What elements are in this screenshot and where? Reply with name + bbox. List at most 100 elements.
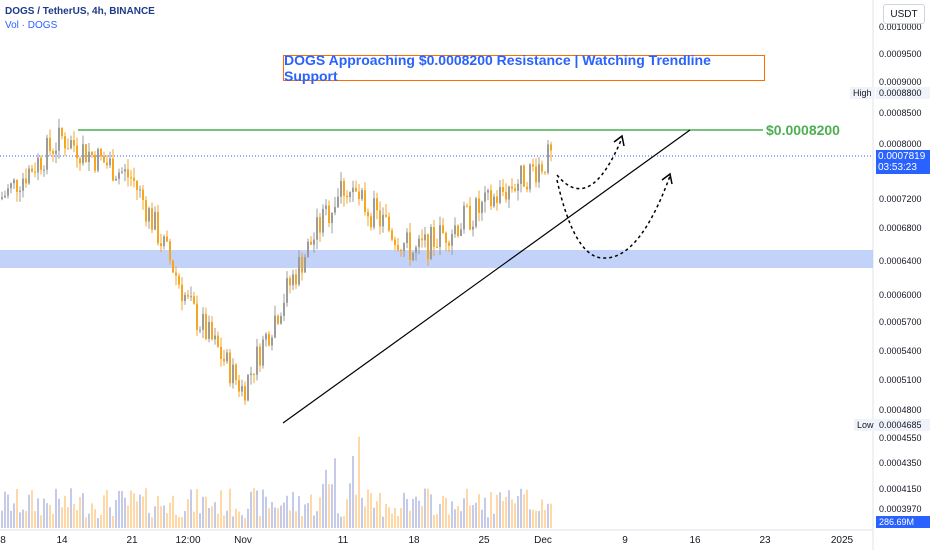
volume-bar <box>271 502 273 528</box>
volume-bar <box>529 509 531 528</box>
candle-body <box>115 178 117 181</box>
time-tick-label: 14 <box>56 535 68 546</box>
time-tick-label: Dec <box>534 535 552 546</box>
volume-bar <box>310 494 312 528</box>
candle-body <box>43 169 45 171</box>
volume-bar <box>400 508 402 528</box>
volume-bar <box>430 494 432 528</box>
candle-body <box>73 140 75 146</box>
candle-body <box>460 229 462 237</box>
high-value: 0.0008800 <box>876 87 930 99</box>
volume-bar <box>463 498 465 528</box>
candle-body <box>337 196 339 208</box>
volume-bar <box>277 508 279 528</box>
volume-bar <box>460 511 462 528</box>
candle-body <box>520 165 522 184</box>
candle-body <box>175 272 177 276</box>
candle-body <box>406 232 408 244</box>
candle-body <box>232 364 234 384</box>
low-value: 0.0004685 <box>876 419 930 431</box>
volume-bar <box>316 511 318 528</box>
candle-body <box>301 257 303 273</box>
bar-countdown: 03:53:23 <box>878 162 917 173</box>
volume-bar <box>100 514 102 528</box>
volume-bar <box>184 511 186 528</box>
candle-body <box>292 274 294 286</box>
candle-body <box>382 214 384 227</box>
volume-bar <box>109 507 111 528</box>
volume-last-value: 286.69M <box>876 516 930 528</box>
candle-body <box>481 201 483 213</box>
volume-bar <box>409 510 411 528</box>
candle-body <box>379 210 381 227</box>
candle-body <box>61 127 63 137</box>
volume-bar <box>283 502 285 528</box>
high-tag: High <box>850 87 875 99</box>
volume-bar <box>169 502 171 528</box>
volume-indicator-label[interactable]: Vol · DOGS <box>5 20 58 31</box>
candle-body <box>400 249 402 251</box>
volume-bar <box>178 517 180 528</box>
candle-body <box>244 386 246 401</box>
volume-bar <box>70 488 72 528</box>
volume-bar <box>82 493 84 528</box>
volume-bar <box>10 510 12 528</box>
candle-body <box>436 246 438 248</box>
candle-body <box>538 164 540 183</box>
volume-bar <box>16 488 18 528</box>
volume-bar <box>391 513 393 528</box>
volume-bar <box>331 484 333 528</box>
candle-body <box>424 234 426 241</box>
candle-body <box>157 212 159 244</box>
volume-bar <box>157 495 159 528</box>
candle-body <box>16 179 18 192</box>
volume-bar <box>520 488 522 528</box>
projection-arrow-up <box>556 137 623 190</box>
time-tick-label: 11 <box>338 535 349 546</box>
candle-body <box>253 373 255 375</box>
candle-body <box>313 239 315 245</box>
symbol-title[interactable]: DOGS / TetherUS, 4h, BINANCE <box>5 6 155 17</box>
last-price-box: 0.0007819 03:53:23 <box>876 150 930 174</box>
volume-bar <box>217 513 219 528</box>
support-zone <box>0 250 873 268</box>
candle-body <box>541 164 543 172</box>
candle-body <box>133 177 135 181</box>
candle-body <box>118 172 120 179</box>
candle-body <box>523 165 525 187</box>
candle-body <box>163 236 165 247</box>
volume-bar <box>127 505 129 528</box>
candle-body <box>193 296 195 304</box>
currency-badge[interactable]: USDT <box>883 4 925 24</box>
volume-bar <box>142 496 144 528</box>
candle-body <box>130 177 132 179</box>
candle-body <box>217 335 219 347</box>
candle-body <box>106 162 108 166</box>
price-tick-label: 0.0005700 <box>879 317 922 327</box>
candle-body <box>475 198 477 227</box>
volume-bar <box>370 493 372 528</box>
candle-body <box>121 171 123 173</box>
volume-bar <box>445 497 447 528</box>
volume-bar <box>436 514 438 528</box>
candle-body <box>316 217 318 240</box>
candle-body <box>187 295 189 297</box>
projection-arrow-dip <box>556 175 671 259</box>
volume-bar <box>421 506 423 528</box>
volume-bar <box>7 494 9 528</box>
candle-body <box>418 238 420 248</box>
volume-bar <box>292 492 294 528</box>
volume-bar <box>211 506 213 528</box>
volume-bar <box>52 514 54 528</box>
candle-body <box>199 329 201 331</box>
candle-body <box>229 352 231 384</box>
volume-bar <box>43 498 45 528</box>
candle-body <box>307 241 309 258</box>
volume-bar <box>544 509 546 528</box>
candle-body <box>22 178 24 191</box>
volume-bar <box>490 492 492 528</box>
candle-body <box>490 190 492 207</box>
candle-body <box>511 186 513 189</box>
candle-body <box>283 302 285 317</box>
